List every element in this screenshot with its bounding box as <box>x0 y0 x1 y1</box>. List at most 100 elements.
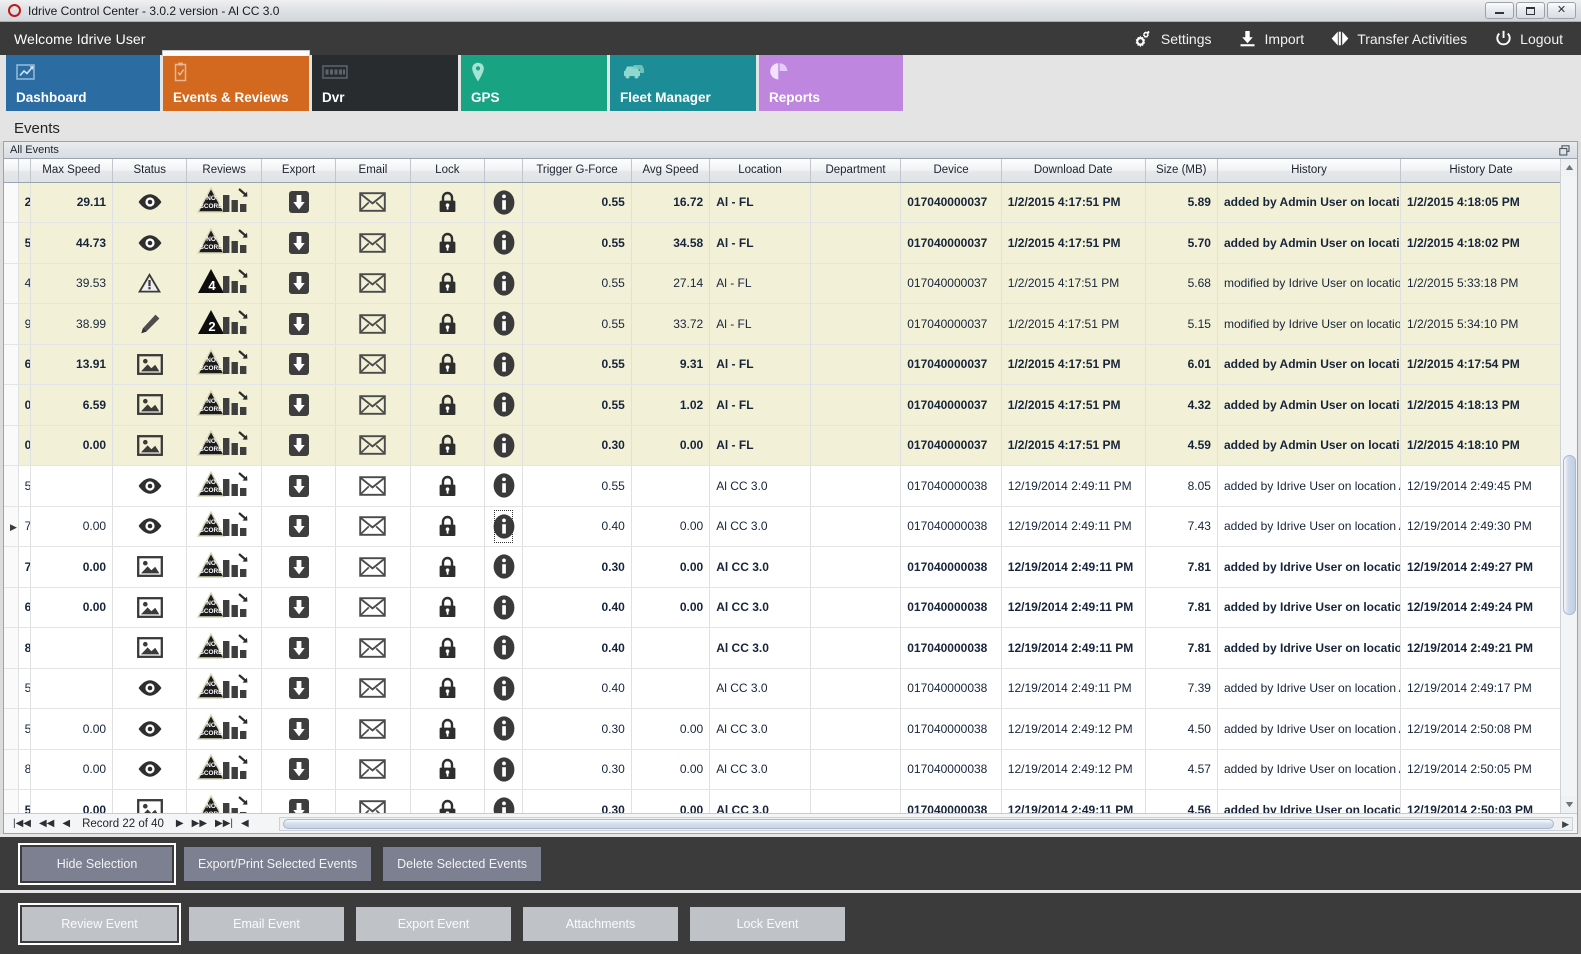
cell-email[interactable] <box>335 182 411 223</box>
cell-lock[interactable] <box>410 587 486 628</box>
cell-info[interactable] <box>484 668 524 709</box>
cell-status[interactable] <box>112 465 188 507</box>
cell-lock[interactable] <box>410 425 486 466</box>
padlock-icon[interactable] <box>417 669 478 708</box>
score-4-icon[interactable]: 4 <box>193 264 254 303</box>
download-arrow-icon[interactable] <box>268 628 329 667</box>
header-info[interactable] <box>484 159 524 183</box>
nav-extra-button[interactable]: ◀ <box>241 817 249 829</box>
settings-button[interactable]: Settings <box>1134 30 1212 48</box>
download-arrow-icon[interactable] <box>268 223 329 262</box>
nav-prev-button[interactable]: ◀ <box>62 817 71 829</box>
cell-status[interactable] <box>112 708 188 750</box>
tab-dashboard[interactable]: Dashboard <box>6 55 160 111</box>
download-arrow-icon[interactable] <box>268 385 329 424</box>
cell-status[interactable] <box>112 263 188 304</box>
download-arrow-icon[interactable] <box>268 507 329 546</box>
cell-lock[interactable] <box>410 749 486 790</box>
download-arrow-icon[interactable] <box>268 345 329 384</box>
hide-selection-button[interactable]: Hide Selection <box>18 842 176 885</box>
warning-icon[interactable] <box>119 264 180 303</box>
envelope-icon[interactable] <box>342 507 403 546</box>
row-selector-number[interactable]: 7 <box>18 546 31 588</box>
cell-email[interactable] <box>335 668 411 709</box>
padlock-icon[interactable] <box>417 709 478 748</box>
cell-export[interactable] <box>261 749 337 790</box>
score-2-icon[interactable]: 2 <box>193 304 254 343</box>
nav-next-button[interactable]: ▶ <box>175 817 184 829</box>
cell-status[interactable] <box>112 546 188 588</box>
nav-last-button[interactable]: ▶▶| <box>215 817 233 829</box>
nav-next-page-button[interactable]: ▶▶ <box>191 817 208 829</box>
image-icon[interactable] <box>119 385 180 424</box>
row-selector-number[interactable]: 5 <box>18 789 31 813</box>
minimize-button[interactable] <box>1485 2 1514 19</box>
envelope-icon[interactable] <box>342 669 403 708</box>
info-icon[interactable] <box>491 669 516 708</box>
info-icon[interactable] <box>491 466 516 505</box>
header-device[interactable]: Device <box>900 159 1002 183</box>
cell-status[interactable] <box>112 668 188 709</box>
envelope-icon[interactable] <box>342 466 403 505</box>
header-history-date[interactable]: History Date <box>1400 159 1560 183</box>
cell-info[interactable] <box>484 222 524 264</box>
padlock-icon[interactable] <box>417 183 478 222</box>
padlock-icon[interactable] <box>417 507 478 546</box>
cell-lock[interactable] <box>410 303 486 345</box>
download-arrow-icon[interactable] <box>268 750 329 789</box>
download-arrow-icon[interactable] <box>268 426 329 465</box>
row-selector-number[interactable]: 6 <box>18 587 31 628</box>
cell-export[interactable] <box>261 627 337 669</box>
row-selector-number[interactable]: 0 <box>18 384 31 426</box>
cell-info[interactable] <box>484 546 524 588</box>
cell-lock[interactable] <box>410 465 486 507</box>
tab-gps[interactable]: GPS <box>461 55 607 111</box>
cell-export[interactable] <box>261 303 337 345</box>
nav-prev-page-button[interactable]: ◀◀ <box>38 817 55 829</box>
info-icon[interactable] <box>491 264 516 303</box>
image-icon[interactable] <box>119 426 180 465</box>
info-icon[interactable] <box>491 426 516 465</box>
vertical-scroll-thumb[interactable] <box>1562 455 1576 615</box>
padlock-icon[interactable] <box>417 426 478 465</box>
header-size-mb[interactable]: Size (MB) <box>1145 159 1218 183</box>
download-arrow-icon[interactable] <box>268 183 329 222</box>
cell-lock[interactable] <box>410 708 486 750</box>
scroll-down-button[interactable] <box>1560 796 1577 813</box>
cell-lock[interactable] <box>410 263 486 304</box>
email-event-button[interactable]: Email Event <box>189 906 344 941</box>
cell-status[interactable] <box>112 627 188 669</box>
padlock-icon[interactable] <box>417 304 478 343</box>
cell-email[interactable] <box>335 384 411 426</box>
cell-email[interactable] <box>335 708 411 750</box>
padlock-icon[interactable] <box>417 345 478 384</box>
cell-info[interactable] <box>484 627 524 669</box>
download-arrow-icon[interactable] <box>268 709 329 748</box>
row-selector-number[interactable]: 8 <box>18 627 31 669</box>
header-location[interactable]: Location <box>709 159 811 183</box>
header-export[interactable]: Export <box>261 159 337 183</box>
header-reviews[interactable]: Reviews <box>186 159 262 183</box>
cell-status[interactable] <box>112 222 188 264</box>
cell-info[interactable] <box>484 425 524 466</box>
envelope-icon[interactable] <box>342 304 403 343</box>
padlock-icon[interactable] <box>417 466 478 505</box>
transfer-activities-button[interactable]: Transfer Activities <box>1330 30 1467 48</box>
download-arrow-icon[interactable] <box>268 466 329 505</box>
cell-email[interactable] <box>335 789 411 813</box>
